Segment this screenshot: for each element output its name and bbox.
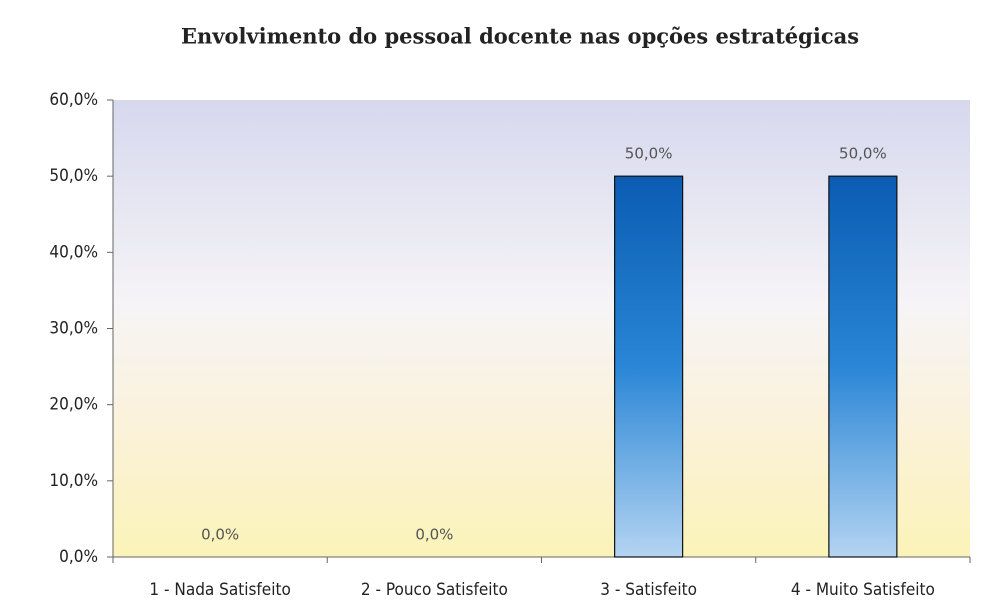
- value-label: 0,0%: [415, 526, 453, 544]
- plot-area: [113, 100, 970, 557]
- value-label: 50,0%: [839, 145, 887, 163]
- x-tick-label: 1 - Nada Satisfeito: [149, 580, 290, 600]
- bar: [828, 175, 898, 558]
- value-label: 0,0%: [201, 526, 239, 544]
- y-tick-label: 10,0%: [49, 471, 98, 491]
- y-tick-label: 50,0%: [49, 166, 98, 186]
- y-tick-label: 40,0%: [49, 242, 98, 262]
- y-tick-label: 30,0%: [49, 319, 98, 339]
- x-tick-label: 2 - Pouco Satisfeito: [361, 580, 508, 600]
- value-label: 50,0%: [625, 145, 673, 163]
- chart-title: Envolvimento do pessoal docente nas opçõ…: [181, 24, 859, 49]
- bar: [614, 175, 684, 558]
- y-tick-label: 0,0%: [59, 547, 98, 567]
- y-tick-label: 60,0%: [49, 90, 98, 110]
- x-tick-label: 4 - Muito Satisfeito: [791, 580, 935, 600]
- y-tick-label: 20,0%: [49, 395, 98, 415]
- x-tick-label: 3 - Satisfeito: [600, 580, 697, 600]
